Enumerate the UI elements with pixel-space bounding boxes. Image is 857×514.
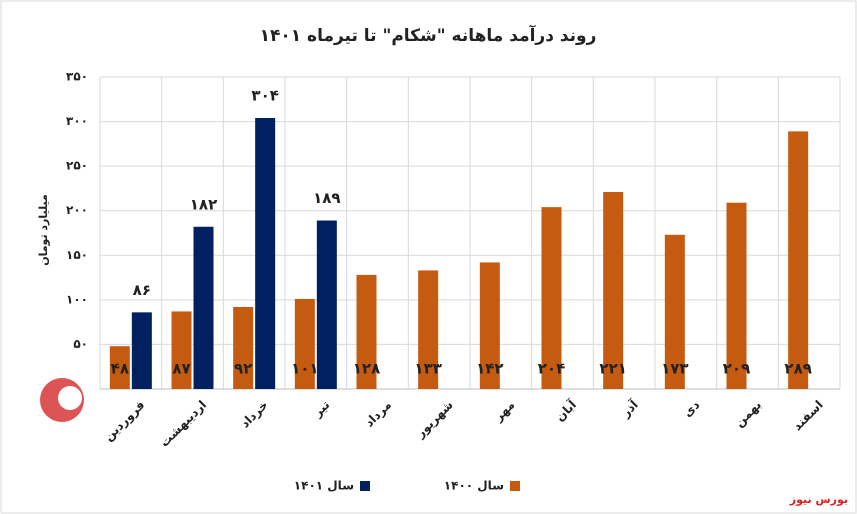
data-label: ۱۸۲ xyxy=(190,195,217,213)
data-label: ۲۸۹ xyxy=(784,360,811,378)
legend-swatch xyxy=(360,481,370,491)
bar xyxy=(479,262,500,389)
bar xyxy=(541,207,562,389)
bar xyxy=(294,298,315,389)
logo-mark xyxy=(58,386,82,410)
bar xyxy=(788,131,809,389)
y-tick-label: ۳۰۰ xyxy=(66,114,88,128)
data-label: ۲۰۴ xyxy=(538,360,565,378)
data-label: ۱۰۱ xyxy=(291,360,318,378)
y-tick-label: ۲۵۰ xyxy=(66,159,88,173)
legend-swatch xyxy=(510,481,520,491)
data-label: ۸۶ xyxy=(133,281,151,299)
y-tick-label: ۱۵۰ xyxy=(66,248,88,262)
bar xyxy=(131,312,152,389)
y-tick-label: ۲۰۰ xyxy=(66,203,88,217)
data-label: ۱۷۳ xyxy=(661,360,688,378)
bar xyxy=(356,274,377,389)
source: بورس نیوز xyxy=(789,493,848,506)
bar xyxy=(233,306,254,389)
bar xyxy=(664,234,685,389)
bar xyxy=(316,220,337,389)
data-label: ۹۲ xyxy=(234,360,252,378)
legend-label: سال ۱۴۰۱ xyxy=(294,479,354,493)
y-tick-label: ۳۵۰ xyxy=(66,70,88,84)
data-label: ۳۰۴ xyxy=(251,87,278,105)
data-label: ۸۷ xyxy=(172,360,190,378)
data-label: ۲۲۱ xyxy=(599,360,626,378)
data-label: ۲۰۹ xyxy=(723,360,750,378)
bar xyxy=(193,226,214,389)
data-label: ۱۴۲ xyxy=(476,360,503,378)
chart-title: روند درآمد ماهانه "شکام" تا تیرماه ۱۴۰۱ xyxy=(260,24,597,46)
bar xyxy=(418,270,439,389)
logo xyxy=(40,378,84,422)
bar xyxy=(171,311,192,389)
data-label: ۱۸۹ xyxy=(313,189,340,207)
bar xyxy=(109,346,130,389)
data-label: ۴۸ xyxy=(111,360,129,378)
y-axis-label: میلیارد تومان xyxy=(37,194,50,266)
legend-label: سال ۱۴۰۰ xyxy=(444,479,504,493)
bar xyxy=(255,118,276,390)
data-label: ۱۲۸ xyxy=(353,360,380,378)
data-label: ۱۳۳ xyxy=(414,360,441,378)
y-tick-label: ۵۰ xyxy=(73,337,88,351)
y-tick-label: ۱۰۰ xyxy=(66,292,88,306)
bar xyxy=(726,202,747,389)
bar xyxy=(603,191,624,389)
